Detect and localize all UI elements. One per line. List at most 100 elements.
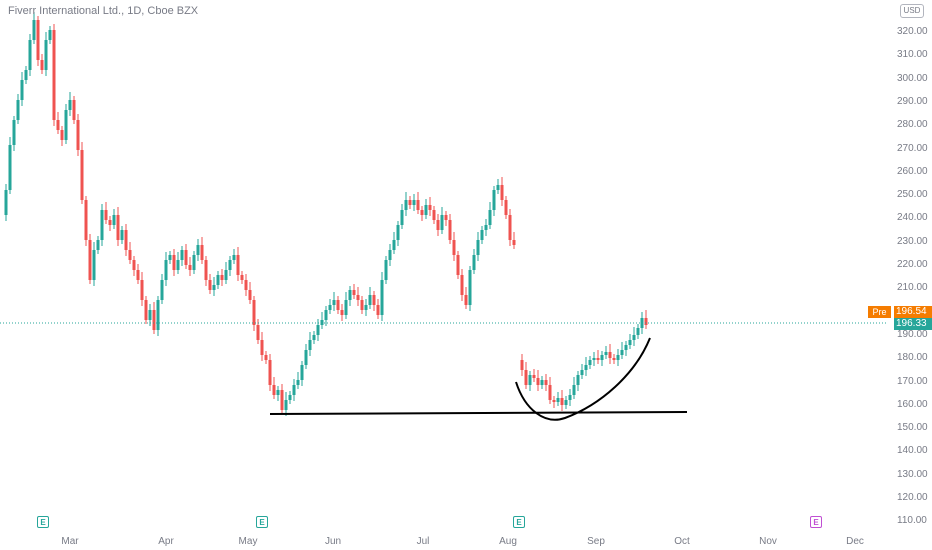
candle-up [600,355,604,360]
candle-down [136,270,140,280]
candle-up [472,255,476,270]
candle-down [268,360,272,385]
candle-down [548,385,552,400]
support-line[interactable] [269,411,688,415]
candle-up [316,325,320,335]
candle-up [572,385,576,395]
price-tick-label: 210.00 [897,282,928,294]
earnings-marker-may[interactable]: E [256,516,268,528]
premarket-price-badge: 196.54 [894,306,932,318]
candle-up [8,145,12,190]
candle-down [356,295,360,300]
candle-down [124,230,128,250]
time-tick-label: Dec [846,536,864,547]
candle-down [644,318,648,325]
earnings-marker-upcoming[interactable]: E [810,516,822,528]
candle-up [568,395,572,400]
time-tick-label: Jul [416,536,430,547]
candle-up [496,185,500,190]
candle-down [116,215,120,240]
candle-up [196,245,200,255]
candle-down [172,255,176,270]
candle-down [360,300,364,310]
candle-up [488,210,492,225]
price-tick-label: 300.00 [897,72,928,84]
candle-up [228,260,232,270]
candle-up [292,385,296,395]
candle-down [184,250,188,265]
candle-down [260,340,264,355]
price-tick-label: 270.00 [897,142,928,154]
candle-down [376,305,380,315]
price-tick-label: 140.00 [897,445,928,457]
candle-down [88,240,92,280]
candle-up [64,110,68,140]
price-tick-label: 220.00 [897,259,928,270]
candle-down [612,358,616,360]
candle-down [500,185,504,200]
candle-up [632,335,636,340]
candle-up [160,280,164,300]
candle-up [12,120,16,145]
candle-down [596,358,600,360]
candle-up [344,300,348,315]
candle-up [156,300,160,330]
price-tick-label: 250.00 [897,189,928,201]
candle-down [532,375,536,378]
earnings-marker-feb[interactable]: E [37,516,49,528]
candle-down [280,390,284,410]
candle-down [464,295,468,305]
candle-down [408,200,412,205]
candle-down [84,200,88,240]
candle-up [164,260,168,280]
candle-down [220,275,224,280]
candle-down [524,370,528,385]
candle-up [216,275,220,285]
candle-down [56,120,60,130]
candle-down [140,280,144,300]
candle-up [168,255,172,260]
candle-up [624,345,628,350]
rounded-bottom-curve[interactable] [515,337,651,421]
candle-up [176,260,180,270]
candle-up [288,395,292,400]
candle-up [492,190,496,210]
candle-down [72,100,76,120]
price-tick-label: 150.00 [897,422,928,434]
price-tick-label: 170.00 [897,375,928,387]
candle-down [544,380,548,385]
candle-up [380,280,384,315]
candle-up [592,358,596,360]
candle-up [296,380,300,385]
candle-down [452,240,456,255]
candle-up [588,360,592,365]
candles [4,12,648,416]
earnings-marker-aug[interactable]: E [513,516,525,528]
candle-down [236,255,240,275]
candle-up [364,305,368,310]
candle-down [252,300,256,325]
candle-down [264,355,268,360]
candle-up [304,350,308,365]
price-tick-label: 160.00 [897,398,928,410]
candle-down [108,220,112,225]
candle-down [432,210,436,220]
candle-down [420,210,424,215]
candle-up [440,215,444,230]
candle-up [100,210,104,240]
candle-up [368,295,372,305]
currency-button[interactable]: USD [900,4,924,18]
price-tick-label: 240.00 [897,212,928,224]
candle-down [608,352,612,358]
price-tick-label: 130.00 [897,468,928,480]
candle-down [512,240,516,245]
candle-down [552,400,556,402]
candle-down [444,215,448,220]
candle-up [180,250,184,260]
candle-up [468,270,472,305]
candle-up [284,400,288,410]
candle-up [404,200,408,210]
candle-up [120,230,124,240]
candle-down [256,325,260,340]
